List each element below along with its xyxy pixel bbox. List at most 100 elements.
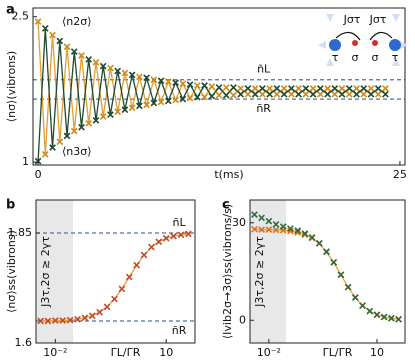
data-point	[309, 85, 317, 92]
y-tick-label: 0	[239, 313, 246, 326]
y-axis-label: ⟨Ivib2σ→3σ⟩ss(vibrons/s)	[221, 204, 234, 339]
data-point	[395, 315, 402, 323]
data-point	[164, 78, 172, 86]
data-point	[294, 229, 302, 236]
panel-label: b	[6, 198, 15, 213]
data-point	[295, 85, 302, 92]
data-point	[272, 226, 280, 234]
x-tick-label: 10⁻²	[257, 346, 281, 359]
tau-site	[389, 39, 401, 51]
data-point	[382, 90, 389, 98]
data-point	[51, 317, 59, 324]
reference-label: n̄R	[256, 102, 271, 115]
shaded-region	[250, 200, 287, 343]
data-point	[81, 314, 89, 322]
data-point	[308, 234, 316, 241]
data-point	[208, 83, 216, 90]
reference-label: n̄L	[173, 216, 187, 229]
data-point	[302, 85, 310, 92]
data-point	[382, 85, 389, 92]
panel-label: a	[6, 3, 15, 18]
data-point	[266, 85, 274, 92]
data-point	[280, 85, 288, 92]
data-point	[244, 85, 252, 92]
y-axis-label: ⟨nσ⟩ss(vibrons)	[5, 230, 18, 313]
data-point	[273, 85, 281, 92]
data-point	[272, 221, 280, 228]
data-point	[373, 311, 381, 319]
data-point	[177, 231, 185, 239]
data-point	[34, 18, 42, 25]
data-point	[118, 285, 126, 293]
inset-label: τ	[392, 51, 399, 64]
data-point	[56, 37, 64, 45]
panel-label: c	[222, 198, 230, 213]
annotation: J3τ,2σ ≳ 2γτ	[39, 236, 52, 308]
reference-label: n̄L	[257, 63, 271, 76]
data-point	[150, 99, 158, 107]
data-point	[140, 251, 148, 259]
data-point	[121, 106, 129, 114]
data-point	[345, 85, 353, 92]
data-point	[92, 58, 100, 66]
data-point	[251, 225, 258, 233]
data-point	[185, 230, 192, 238]
data-point	[367, 85, 375, 92]
series-group	[251, 211, 402, 323]
data-point	[251, 85, 259, 92]
arrow	[392, 58, 400, 66]
data-point	[125, 273, 133, 281]
data-point	[136, 73, 143, 81]
data-point	[288, 85, 295, 92]
data-point	[179, 80, 187, 87]
data-point	[380, 313, 388, 321]
arrow	[326, 14, 334, 22]
data-point	[345, 90, 353, 98]
data-point	[351, 294, 359, 301]
data-point	[366, 307, 374, 315]
data-point	[136, 102, 143, 110]
data-point	[49, 144, 56, 151]
data-point	[288, 90, 295, 98]
data-point	[103, 303, 111, 311]
data-point	[338, 90, 346, 98]
data-point	[215, 91, 223, 99]
data-point	[186, 94, 194, 102]
data-point	[143, 101, 150, 109]
data-point	[237, 85, 245, 92]
plot-frame	[35, 199, 196, 344]
data-point	[359, 302, 366, 309]
data-point	[330, 259, 338, 266]
data-point	[179, 95, 187, 103]
x-axis-label: ΓL/ΓR	[111, 346, 141, 359]
data-point	[143, 74, 150, 82]
data-point	[208, 92, 216, 100]
data-point	[74, 315, 81, 323]
data-point	[63, 43, 71, 51]
data-point	[258, 226, 265, 233]
data-point	[85, 119, 93, 127]
data-point	[387, 314, 395, 322]
series-label: ⟨n2σ⟩	[62, 15, 92, 28]
inset-label: Jστ	[369, 13, 387, 26]
data-point	[186, 81, 194, 88]
data-point	[96, 308, 104, 316]
data-point	[215, 84, 223, 91]
data-point	[309, 90, 317, 98]
arrow	[318, 41, 326, 49]
data-point	[374, 90, 382, 98]
x-axis-label: t(ms)	[214, 168, 243, 181]
data-point	[331, 90, 339, 98]
data-point	[251, 211, 258, 218]
data-point	[150, 76, 158, 84]
data-point	[244, 90, 252, 98]
data-point	[78, 52, 85, 59]
inset-schematic: Jστ Jστ τ σ σ τ	[318, 13, 408, 66]
data-point	[111, 295, 118, 303]
data-point	[230, 84, 237, 91]
inset-label: σ	[372, 51, 379, 64]
data-point	[172, 96, 179, 104]
data-point	[114, 67, 122, 75]
inset-label: σ	[352, 51, 359, 64]
